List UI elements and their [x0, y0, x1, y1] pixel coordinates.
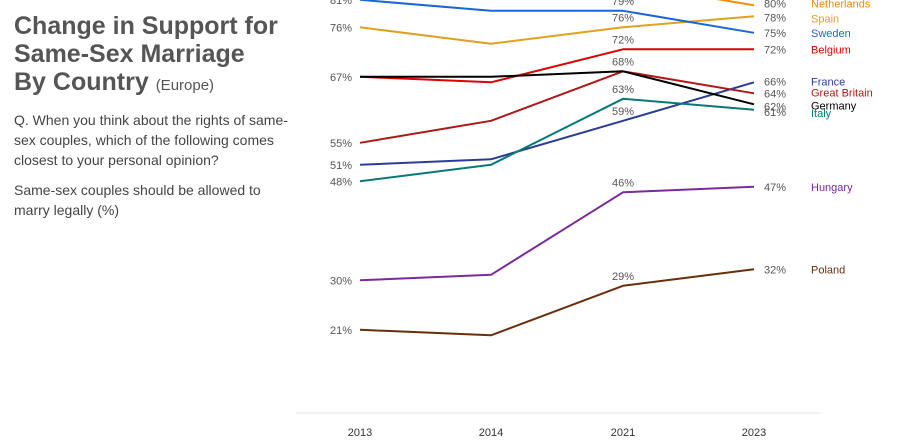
title-line-2: Same-Sex Marriage — [14, 40, 245, 68]
data-label-hungary-2013: 30% — [330, 275, 352, 287]
data-label-belgium-2021: 72% — [612, 34, 634, 46]
data-label-france-2023: 66% — [764, 76, 786, 88]
series-line-netherlands — [716, 0, 755, 7]
data-label-sweden-2013: 81% — [330, 0, 352, 7]
survey-question: Q. When you think about the rights of sa… — [14, 112, 288, 168]
x-tick-label-2013: 2013 — [348, 427, 372, 439]
survey-answer: Same-sex couples should be allowed to ma… — [14, 182, 261, 218]
data-label-belgium-2023: 72% — [764, 44, 786, 56]
data-label-italy-2021: 63% — [612, 84, 634, 96]
legend-label-france: France — [811, 76, 845, 88]
axis-layer: 2013 2014 2021 2023 — [348, 427, 766, 439]
data-label-poland-2023: 32% — [764, 264, 786, 276]
series-layer — [359, 0, 755, 337]
data-label-poland-2013: 21% — [330, 325, 352, 337]
data-label-hungary-2021: 46% — [612, 177, 634, 189]
data-label-great-britain-2013: 55% — [330, 138, 352, 150]
title-line-1: Change in Support for — [14, 12, 278, 40]
chart-title: Change in Support for Same-Sex Marriage … — [14, 12, 289, 100]
legend-label-italy: Italy — [811, 108, 832, 120]
legend-label-belgium: Belgium — [811, 44, 851, 56]
x-tick-label-2023: 2023 — [742, 427, 766, 439]
data-label-italy-2013: 48% — [330, 176, 352, 188]
data-label-netherlands-2023: 80% — [764, 0, 786, 10]
series-line-germany — [360, 70, 755, 106]
title-line-3: By Country (Europe) — [14, 68, 289, 100]
data-label-italy-2023: 61% — [764, 107, 786, 119]
data-label-spain-2013: 76% — [330, 22, 352, 34]
series-line-sweden — [359, 0, 755, 34]
data-label-spain-2021: 76% — [612, 12, 634, 24]
data-label-spain-2023: 78% — [764, 12, 786, 24]
data-label-poland-2021: 29% — [612, 271, 634, 283]
series-line-belgium — [359, 48, 754, 84]
left-panel: Change in Support for Same-Sex Marriage … — [14, 12, 289, 220]
data-label-germany-2023: 62% — [764, 101, 786, 113]
x-tick-label-2021: 2021 — [611, 427, 635, 439]
series-line-hungary — [359, 185, 755, 282]
series-line-poland — [359, 268, 755, 337]
series-line-great-britain — [359, 70, 755, 144]
data-label-belgium-2013: 67% — [330, 72, 352, 84]
legend-label-great-britain: Great Britain — [811, 87, 873, 99]
series-line-spain — [359, 15, 755, 45]
legend-label-poland: Poland — [811, 264, 845, 276]
title-line-3-text: By Country — [14, 68, 149, 96]
legend-label-hungary: Hungary — [811, 182, 853, 194]
data-label-sweden-2021: 79% — [612, 0, 634, 8]
data-label-france-2021: 59% — [612, 106, 634, 118]
data-label-hungary-2023: 47% — [764, 182, 786, 194]
legend-label-germany: Germany — [811, 100, 857, 112]
data-label-france-2013: 51% — [330, 160, 352, 172]
x-tick-label-2014: 2014 — [479, 427, 503, 439]
data-label-great-britain-2023: 64% — [764, 88, 786, 100]
label-layer: 84%80%Netherlands76%76%78%Spain81%79%75%… — [330, 0, 873, 337]
data-label-great-britain-2021: 68% — [612, 56, 634, 68]
legend-label-sweden: Sweden — [811, 28, 851, 40]
legend-label-netherlands: Netherlands — [811, 0, 871, 10]
title-region: (Europe) — [155, 77, 215, 94]
legend-label-spain: Spain — [811, 13, 839, 25]
series-line-italy — [359, 97, 755, 183]
data-label-sweden-2023: 75% — [764, 28, 786, 40]
series-line-france — [359, 81, 755, 166]
